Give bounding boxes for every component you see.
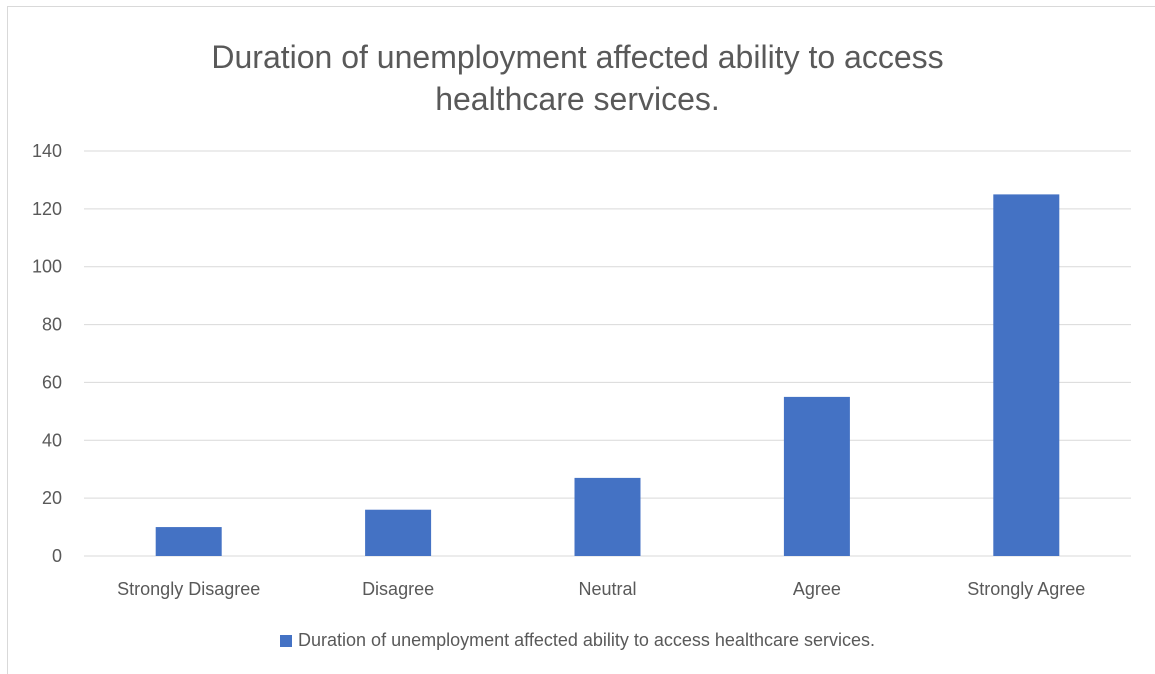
y-tick-label: 60 (42, 372, 62, 392)
x-tick-label: Agree (793, 579, 841, 599)
legend: Duration of unemployment affected abilit… (0, 630, 1155, 651)
y-tick-label: 140 (32, 141, 62, 161)
y-tick-label: 40 (42, 430, 62, 450)
chart-title-line-1: Duration of unemployment affected abilit… (211, 39, 944, 75)
legend-swatch (280, 634, 293, 647)
bar-strongly-disagree (155, 527, 222, 556)
x-tick-label: Disagree (362, 579, 434, 599)
chart-title-line-2: healthcare services. (435, 81, 720, 117)
x-tick-label: Strongly Agree (967, 579, 1085, 599)
y-tick-label: 20 (42, 488, 62, 508)
bar-disagree (365, 509, 432, 556)
bar-strongly-agree (993, 194, 1060, 556)
x-tick-label: Strongly Disagree (117, 579, 260, 599)
chart-title: Duration of unemployment affected abilit… (0, 36, 1155, 120)
y-tick-label: 100 (32, 257, 62, 277)
x-tick-label: Neutral (578, 579, 636, 599)
y-tick-label: 0 (52, 546, 62, 566)
y-tick-label: 120 (32, 199, 62, 219)
bar-agree (783, 396, 850, 556)
legend-label: Duration of unemployment affected abilit… (298, 630, 875, 650)
chart-frame (7, 6, 1155, 674)
y-tick-label: 80 (42, 315, 62, 335)
bar-neutral (574, 477, 641, 556)
